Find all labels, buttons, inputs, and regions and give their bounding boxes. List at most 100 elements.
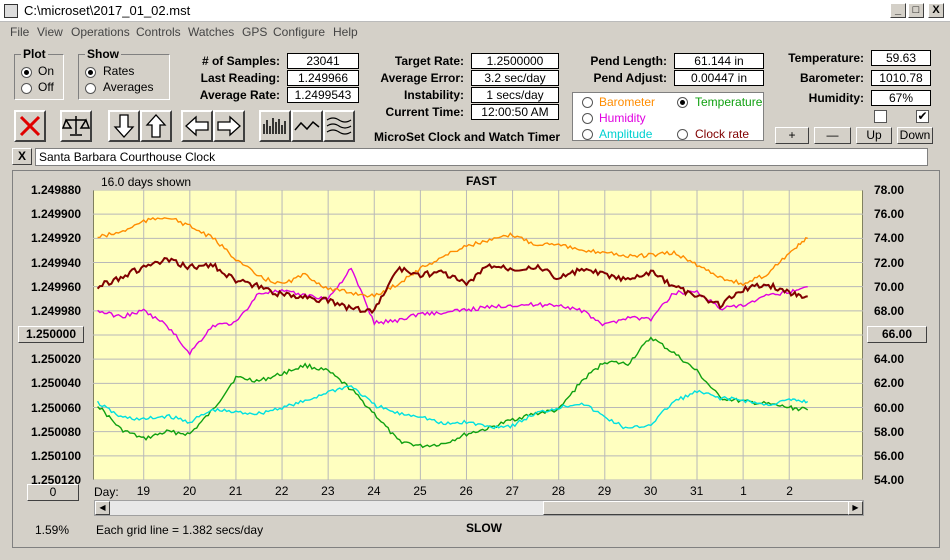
- humidity-radio[interactable]: [582, 113, 593, 124]
- chart-frame: [12, 170, 940, 548]
- plot-area: [93, 190, 863, 480]
- up-button[interactable]: Up: [856, 127, 892, 144]
- checkbox-2[interactable]: ✔: [916, 109, 929, 123]
- plot-group: Plot On Off: [14, 47, 64, 100]
- average-error-value: 3.2 sec/day: [471, 70, 559, 86]
- app-label: MicroSet Clock and Watch Timer: [374, 130, 561, 144]
- menu-view[interactable]: View: [37, 25, 63, 39]
- right-axis-tick-label: 70.00: [874, 279, 905, 294]
- balance-button[interactable]: [60, 110, 92, 142]
- average-error-label: Average Error:: [380, 71, 464, 85]
- menu-gps[interactable]: GPS: [242, 25, 268, 39]
- scale-icon: [61, 116, 91, 136]
- average-rate-label: Average Rate:: [199, 88, 280, 102]
- amplitude-label: Amplitude: [599, 127, 653, 141]
- scroll-right-arrow-icon[interactable]: ▶: [848, 501, 863, 515]
- histogram-icon: [263, 118, 286, 134]
- plot-on-label: On: [38, 64, 55, 78]
- instability-value: 1 secs/day: [471, 87, 559, 103]
- left-axis-tick-label: 1.250060: [31, 400, 82, 415]
- center-aux-button[interactable]: 66.00: [867, 326, 927, 343]
- checkbox-1[interactable]: [874, 110, 887, 123]
- menu-file[interactable]: File: [10, 25, 30, 39]
- current-time-value: 12:00:50 AM: [471, 104, 559, 120]
- menu-operations[interactable]: Operations: [71, 25, 130, 39]
- maximize-button[interactable]: □: [908, 3, 924, 18]
- temperature-label: Temperature: [695, 95, 763, 109]
- right-axis-tick-label: 74.00: [874, 231, 905, 246]
- left-axis-tick-label: 1.249980: [31, 303, 82, 318]
- target-rate-value: 1.2500000: [471, 53, 559, 69]
- aux-selector: Barometer Temperature Humidity Amplitude…: [572, 92, 764, 141]
- x-axis-tick-label: 28: [551, 484, 566, 498]
- day-label: Day:: [94, 485, 119, 499]
- arrow-right-button[interactable]: [213, 110, 245, 142]
- clock-rate-radio[interactable]: [677, 129, 688, 140]
- arrow-down-button[interactable]: [108, 110, 140, 142]
- window-title: C:\microset\2017_01_02.mst: [24, 3, 191, 18]
- amplitude-radio[interactable]: [582, 129, 593, 140]
- samples-label: # of Samples:: [201, 54, 280, 68]
- stop-button[interactable]: [14, 110, 46, 142]
- humidity-reading-label: Humidity:: [808, 91, 864, 105]
- minus-button[interactable]: —: [814, 127, 851, 144]
- watch-name-field[interactable]: Santa Barbara Courthouse Clock: [35, 148, 928, 166]
- minimize-button[interactable]: _: [890, 3, 906, 18]
- menu-help[interactable]: Help: [333, 25, 358, 39]
- left-axis-tick-label: 1.249920: [31, 231, 82, 246]
- plus-button[interactable]: +: [775, 127, 809, 144]
- grid-note: Each grid line = 1.382 secs/day: [96, 523, 264, 537]
- amplitude-series-line: [96, 385, 809, 430]
- histogram-button[interactable]: [259, 110, 291, 142]
- x-axis-tick-label: 30: [643, 484, 658, 498]
- scroll-left-arrow-icon[interactable]: ◀: [95, 501, 110, 515]
- line-plot-button[interactable]: [291, 110, 323, 142]
- menu-configure[interactable]: Configure: [273, 25, 326, 39]
- temperature-reading-label: Temperature:: [788, 51, 864, 65]
- left-axis-tick-label: 1.249880: [31, 183, 82, 197]
- right-axis-tick-label: 58.00: [874, 424, 905, 439]
- x-axis-tick-label: 27: [505, 484, 519, 498]
- close-window-button[interactable]: X: [928, 3, 944, 18]
- title-bar: C:\microset\2017_01_02.mst _ □ X: [0, 0, 950, 22]
- plot-group-title: Plot: [21, 47, 48, 61]
- multi-wave-button[interactable]: [323, 110, 355, 142]
- arrow-left-button[interactable]: [181, 110, 213, 142]
- average-rate-value: 1.2499543: [287, 87, 359, 103]
- plot-off-label: Off: [38, 80, 54, 94]
- humidity-reading-value: 67%: [871, 90, 931, 106]
- temperature-series-line: [97, 336, 809, 449]
- plot-off-radio[interactable]: [21, 83, 32, 94]
- left-axis-tick-label: 1.250080: [31, 424, 82, 439]
- zero-button[interactable]: 0: [27, 484, 79, 501]
- percent-indicator: 1.59%: [35, 523, 70, 537]
- target-rate-label: Target Rate:: [394, 54, 464, 68]
- arrow-up-button[interactable]: [140, 110, 172, 142]
- show-averages-radio[interactable]: [85, 83, 96, 94]
- down-button[interactable]: Down: [897, 127, 933, 144]
- show-group: Show Rates Averages: [78, 47, 170, 100]
- barometer-series-line: [97, 217, 808, 298]
- show-rates-radio[interactable]: [85, 67, 96, 78]
- center-rate-button[interactable]: 1.250000: [18, 326, 84, 343]
- x-axis-tick-label: 21: [228, 484, 243, 498]
- arrow-left-icon: [185, 115, 209, 137]
- clock-rate-label: Clock rate: [695, 127, 750, 141]
- slow-label: SLOW: [466, 521, 502, 535]
- barometer-reading-value: 1010.78: [871, 70, 931, 86]
- horizontal-scrollbar[interactable]: ◀ ▶: [94, 500, 864, 516]
- menu-watches[interactable]: Watches: [188, 25, 235, 39]
- x-axis-tick-label: 26: [459, 484, 473, 498]
- temperature-radio[interactable]: [677, 97, 688, 108]
- menu-controls[interactable]: Controls: [136, 25, 181, 39]
- plot-on-radio[interactable]: [21, 67, 32, 78]
- arrow-up-icon: [145, 114, 167, 138]
- show-rates-label: Rates: [103, 64, 135, 78]
- right-axis-tick-label: 68.00: [874, 303, 905, 318]
- multi-wave-icon: [326, 117, 352, 135]
- barometer-radio[interactable]: [582, 97, 593, 108]
- arrow-right-icon: [217, 115, 241, 137]
- right-axis-tick-label: 56.00: [874, 448, 905, 463]
- scroll-thumb[interactable]: [543, 501, 849, 515]
- clear-watch-button[interactable]: X: [12, 148, 32, 165]
